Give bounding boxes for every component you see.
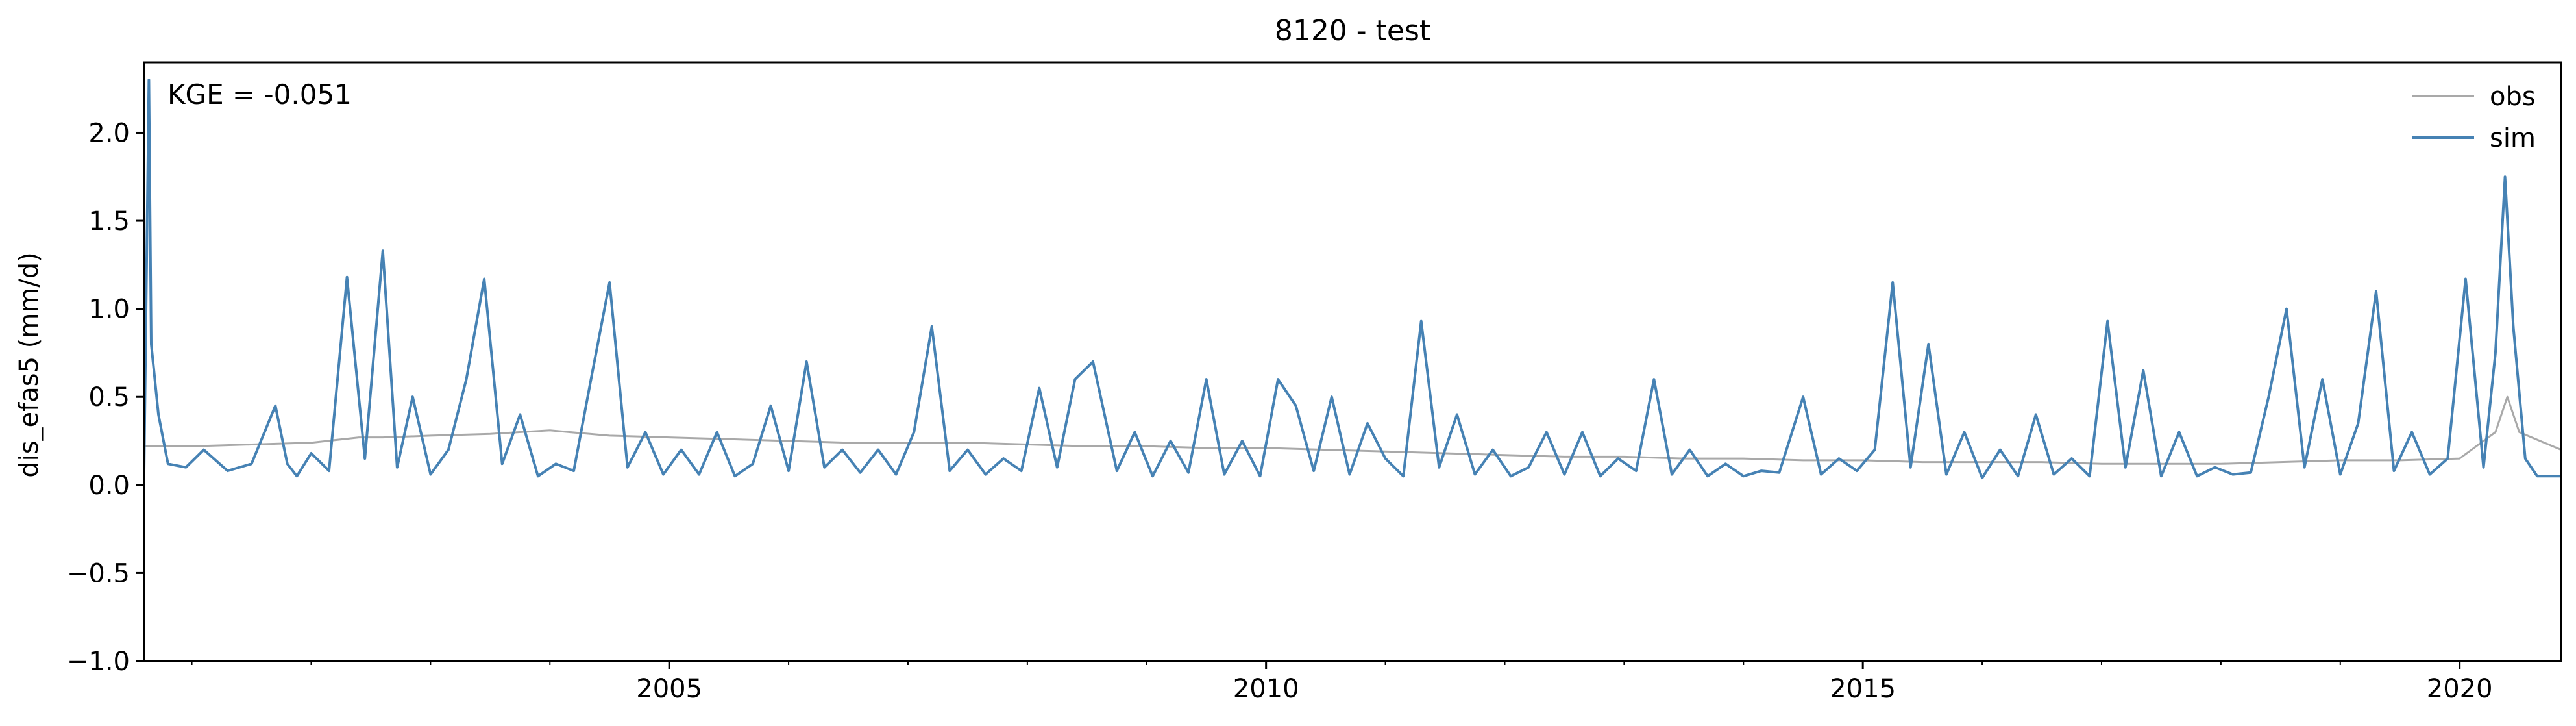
plot-area — [143, 79, 2562, 479]
y-axis-label: dis_efas5 (mm/d) — [14, 252, 44, 478]
chart-title: 8120 - test — [1275, 14, 1430, 47]
x-axis: 2005 2010 2015 2020 — [191, 661, 2493, 704]
legend-label-obs: obs — [2490, 82, 2536, 112]
kge-annotation: KGE = -0.051 — [167, 79, 352, 110]
x-tick-label: 2015 — [1830, 674, 1896, 704]
y-tick-label: 2.0 — [88, 118, 130, 148]
y-tick-label: −1.0 — [67, 647, 130, 677]
y-tick-label: 0.5 — [88, 382, 130, 412]
x-tick-label: 2020 — [2427, 674, 2493, 704]
y-tick-label: 1.5 — [88, 207, 130, 236]
y-tick-label: 0.0 — [88, 471, 130, 501]
legend-label-sim: sim — [2490, 123, 2536, 153]
x-tick-label: 2010 — [1233, 674, 1299, 704]
series-line-sim — [143, 79, 2561, 479]
legend: obs sim — [2412, 82, 2536, 153]
y-axis: −1.0 −0.5 0.0 0.5 1.0 1.5 2.0 — [67, 118, 144, 677]
series-line-obs — [144, 395, 2562, 465]
axes-frame — [143, 61, 2562, 662]
y-tick-label: −0.5 — [67, 558, 130, 588]
x-tick-label: 2005 — [636, 674, 702, 704]
y-tick-label: 1.0 — [88, 295, 130, 325]
